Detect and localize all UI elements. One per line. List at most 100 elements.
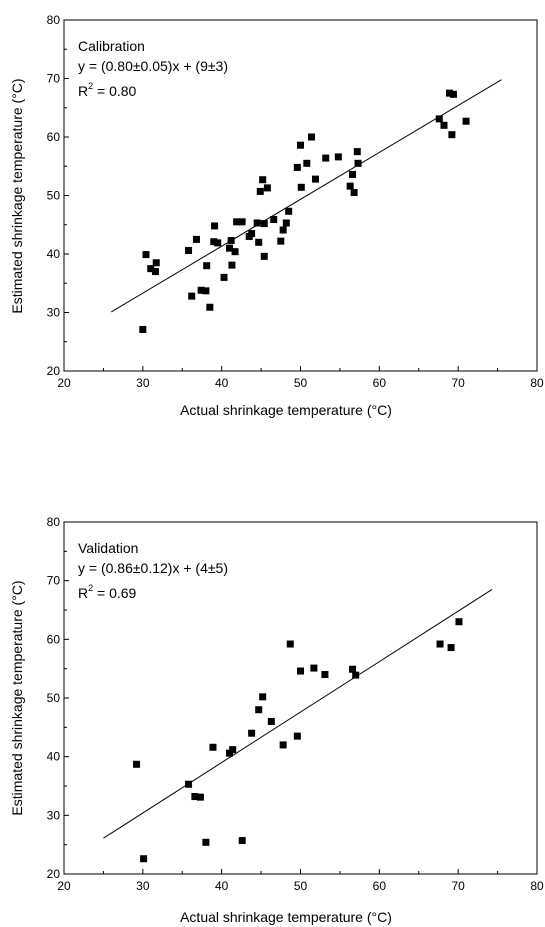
r-squared: R2 = 0.80 — [78, 81, 137, 99]
regression-line — [103, 589, 493, 839]
data-point — [226, 244, 234, 252]
y-tick-label: 50 — [47, 691, 61, 705]
x-tick-label: 50 — [294, 879, 308, 893]
data-point — [255, 706, 263, 714]
data-point — [462, 117, 470, 125]
x-tick-label: 20 — [57, 376, 71, 390]
data-point — [293, 732, 301, 740]
x-tick-label: 80 — [530, 879, 544, 893]
x-axis-title: Actual shrinkage temperature (°C) — [180, 909, 392, 925]
data-point — [349, 170, 357, 178]
data-point — [256, 187, 264, 195]
data-point — [322, 154, 330, 162]
data-point — [293, 163, 301, 171]
panel-label: Calibration — [78, 38, 145, 54]
x-tick-label: 40 — [215, 879, 229, 893]
data-point — [440, 121, 448, 129]
y-tick-label: 80 — [47, 13, 61, 27]
data-point — [447, 644, 455, 652]
data-point — [210, 238, 218, 246]
data-point — [206, 303, 214, 311]
y-tick-label: 70 — [47, 574, 61, 588]
data-point — [354, 159, 362, 167]
data-point — [286, 640, 294, 648]
regression-line — [111, 79, 502, 313]
data-point — [352, 671, 360, 679]
data-point — [253, 219, 261, 227]
y-tick-label: 30 — [47, 306, 61, 320]
data-point — [285, 207, 293, 215]
x-tick-label: 70 — [451, 879, 465, 893]
y-tick-label: 50 — [47, 189, 61, 203]
data-point — [233, 218, 241, 226]
data-point — [455, 618, 463, 626]
data-point — [297, 667, 304, 675]
data-point — [311, 175, 319, 183]
data-point — [448, 131, 456, 139]
data-point — [260, 220, 268, 228]
x-tick-label: 50 — [294, 376, 308, 390]
data-point — [282, 219, 290, 227]
data-point — [248, 729, 256, 737]
panel-label: Validation — [78, 540, 138, 556]
data-point — [263, 184, 271, 192]
data-point — [151, 268, 159, 276]
data-point — [196, 793, 204, 801]
data-point — [209, 743, 217, 751]
r-squared: R2 = 0.69 — [78, 583, 137, 601]
data-point — [259, 176, 267, 184]
data-point — [185, 780, 193, 788]
data-point — [435, 115, 443, 123]
data-point — [147, 265, 155, 273]
data-point — [310, 664, 318, 672]
data-point — [214, 239, 222, 247]
data-point — [192, 235, 200, 243]
x-axis-title: Actual shrinkage temperature (°C) — [180, 402, 392, 418]
data-point — [228, 261, 236, 269]
x-tick-label: 30 — [136, 376, 150, 390]
data-point — [191, 793, 199, 801]
data-point — [436, 640, 444, 648]
data-point — [140, 855, 148, 863]
y-tick-label: 40 — [47, 247, 61, 261]
x-tick-label: 70 — [451, 376, 465, 390]
y-tick-label: 20 — [47, 867, 61, 881]
y-axis-title: Estimated shrinkage temperature (°C) — [9, 78, 25, 313]
y-tick-label: 30 — [47, 808, 61, 822]
data-point — [297, 141, 304, 149]
data-point — [297, 183, 305, 191]
data-point — [197, 286, 205, 294]
data-point — [238, 837, 246, 845]
data-point — [211, 222, 219, 230]
x-tick-label: 30 — [136, 879, 150, 893]
data-point — [152, 259, 160, 267]
data-point — [202, 838, 210, 846]
data-point — [142, 251, 150, 259]
data-point — [220, 273, 228, 281]
data-point — [231, 248, 239, 256]
y-tick-label: 40 — [47, 750, 61, 764]
y-tick-label: 60 — [47, 632, 61, 646]
data-point — [449, 90, 457, 98]
data-point — [350, 189, 358, 197]
x-tick-label: 20 — [57, 879, 71, 893]
y-tick-label: 80 — [47, 515, 61, 529]
data-point — [202, 287, 210, 295]
data-point — [303, 159, 311, 167]
x-tick-label: 80 — [530, 376, 544, 390]
data-point — [308, 133, 316, 141]
data-point — [238, 218, 246, 226]
data-point — [226, 749, 234, 757]
data-point — [321, 671, 329, 679]
data-point — [229, 746, 237, 754]
data-point — [260, 252, 268, 260]
y-tick-label: 70 — [47, 72, 61, 86]
data-point — [279, 226, 287, 234]
data-point — [277, 237, 285, 245]
data-point — [349, 665, 357, 673]
data-point — [185, 246, 193, 254]
fit-equation: y = (0.80±0.05)x + (9±3) — [78, 58, 228, 74]
data-point — [139, 325, 147, 333]
fit-equation: y = (0.86±0.12)x + (4±5) — [78, 560, 228, 576]
